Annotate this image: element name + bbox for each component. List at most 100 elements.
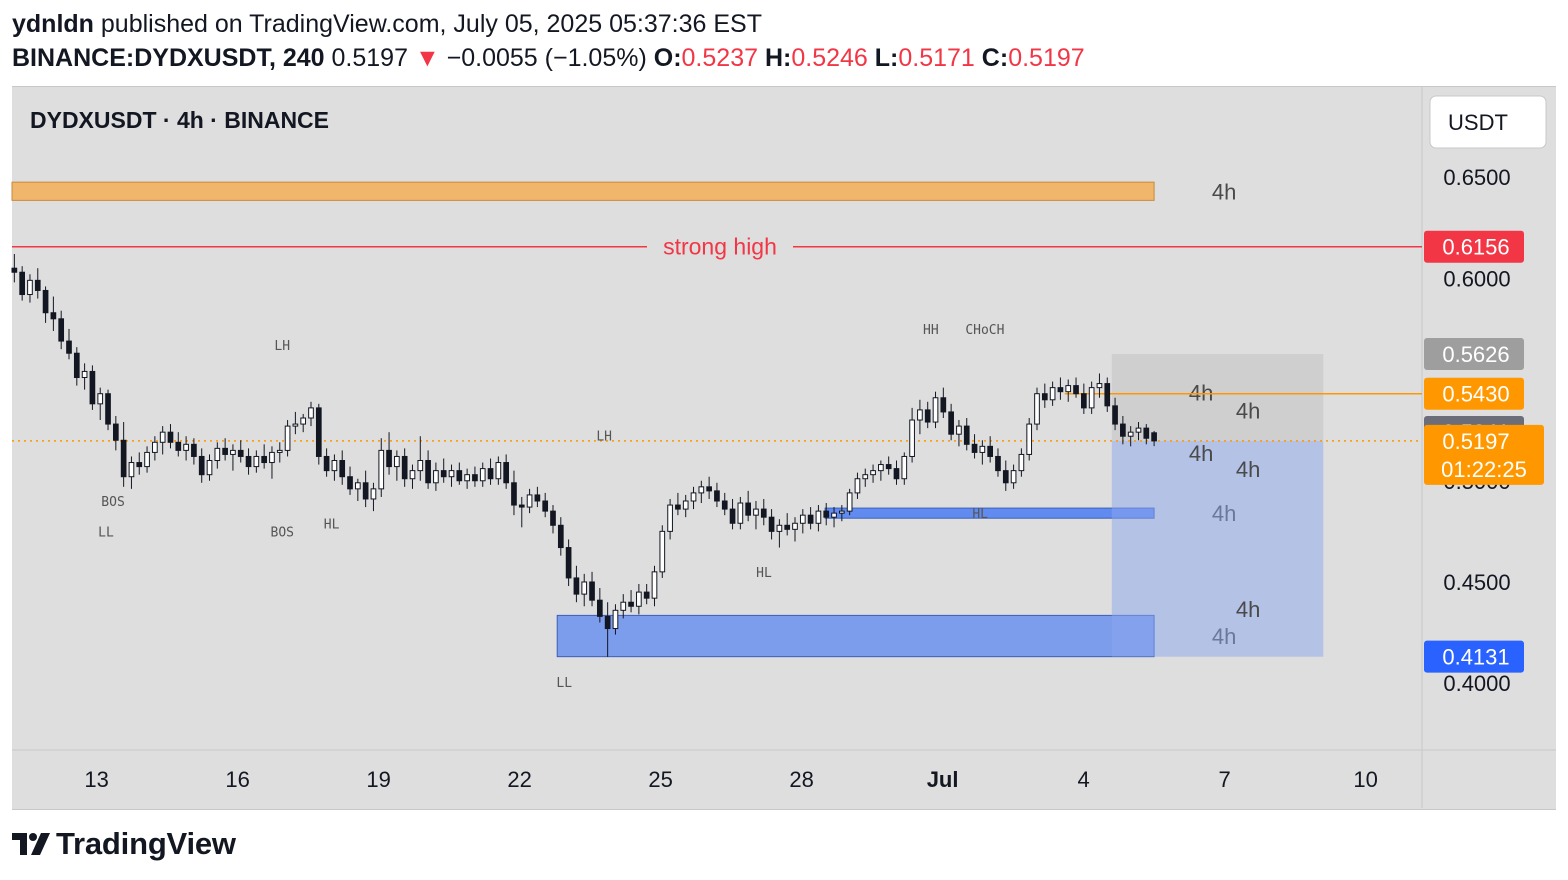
candle-up (659, 530, 666, 573)
candle-down (714, 490, 720, 502)
candle-down (136, 462, 143, 468)
zone-position-stop (1111, 354, 1324, 441)
candle-up (448, 470, 455, 478)
candle-up (97, 393, 104, 405)
candle-down (386, 449, 392, 468)
candle-down (893, 468, 900, 480)
close-value: 0.5197 (1008, 44, 1085, 72)
candle-up (737, 502, 744, 524)
candle-up (409, 470, 416, 480)
candle-up (183, 443, 189, 451)
candle-up (378, 449, 385, 490)
candle-up (831, 512, 837, 518)
brand-name: TradingView (56, 826, 236, 861)
candle-up (230, 449, 236, 455)
candle-down (971, 443, 978, 453)
candle-up (878, 464, 884, 472)
candle-up (690, 492, 697, 502)
structure-label: LL (98, 525, 114, 540)
candle-down (721, 500, 728, 510)
countdown-label: 01:22:25 (1441, 457, 1527, 482)
time-tick-label: 10 (1353, 767, 1377, 792)
candle-down (557, 524, 564, 549)
candle-up (1049, 387, 1056, 401)
author-name: ydnldn (12, 10, 94, 38)
candle-down (768, 516, 775, 532)
candle-down (1104, 383, 1111, 407)
candle-up (1018, 453, 1025, 472)
candle-up (1127, 431, 1134, 437)
candle-down (1073, 385, 1079, 395)
candle-down (191, 443, 197, 457)
high-value: 0.5246 (791, 44, 868, 72)
structure-label: BOS (101, 495, 124, 510)
candle-down (823, 510, 830, 518)
time-tick-label: 25 (648, 767, 672, 792)
price-badge-label: 0.5626 (1442, 342, 1509, 367)
price-badge (1424, 424, 1544, 485)
tradingview-logo[interactable]: TradingView (12, 826, 236, 862)
candle-down (565, 547, 572, 579)
structure-label: HL (972, 507, 988, 522)
candle-down (628, 601, 634, 607)
candle-up (159, 431, 166, 443)
zone-label: 4h (1236, 457, 1260, 482)
candle-up (901, 455, 908, 480)
candle-up (979, 445, 986, 453)
time-tick-label: 16 (225, 767, 249, 792)
candle-down (487, 468, 494, 480)
candle-down (1143, 427, 1150, 439)
candle-up (1088, 387, 1095, 409)
candle-down (745, 502, 752, 516)
candle-down (11, 267, 18, 273)
candle-down (995, 455, 1001, 472)
candle-up (354, 482, 361, 490)
price-badge (1424, 640, 1524, 673)
zone-label: 4h (1236, 398, 1260, 423)
time-tick-label: 19 (366, 767, 390, 792)
candle-down (596, 599, 603, 617)
candle-up (81, 370, 88, 379)
candle-down (1120, 423, 1126, 437)
candle-up (1065, 385, 1072, 393)
candle-up (651, 571, 658, 599)
candle-up (253, 455, 260, 468)
candle-up (682, 500, 689, 510)
candle-down (401, 455, 408, 480)
candle-down (1151, 432, 1157, 442)
currency-button[interactable] (1429, 95, 1547, 149)
candle-up (854, 478, 861, 494)
price-change: −0.0055 (−1.05%) (446, 44, 647, 72)
candle-down (34, 279, 41, 291)
zone-label: 4h (1189, 441, 1213, 466)
price-tick-label: 0.6000 (1443, 266, 1510, 291)
candle-down (1112, 405, 1118, 425)
candle-up (152, 441, 158, 453)
candle-down (784, 524, 791, 530)
structure-label: LH (596, 430, 612, 445)
candle-down (175, 441, 182, 451)
structure-label: LL (556, 676, 572, 691)
candle-down (120, 439, 127, 478)
candle-up (479, 468, 486, 482)
publish-info: ydnldn published on TradingView.com, Jul… (12, 8, 762, 40)
candle-down (198, 455, 205, 476)
candle-down (675, 504, 681, 510)
candle-up (753, 508, 759, 516)
zone-demand-upper (824, 507, 1155, 519)
candle-down (105, 393, 111, 425)
candle-down (924, 409, 931, 423)
candle-up (370, 488, 377, 500)
candle-down (534, 494, 541, 502)
candle-down (237, 449, 244, 457)
structure-label: HH (923, 323, 939, 338)
last-price: 0.5197 (331, 44, 408, 72)
candle-down (885, 464, 892, 470)
price-badge-label: 0.5197 (1442, 429, 1509, 454)
candle-down (339, 460, 346, 478)
candle-down (963, 425, 970, 445)
zone-label: 4h (1236, 597, 1260, 622)
candle-down (50, 312, 57, 320)
candle-down (323, 455, 330, 472)
